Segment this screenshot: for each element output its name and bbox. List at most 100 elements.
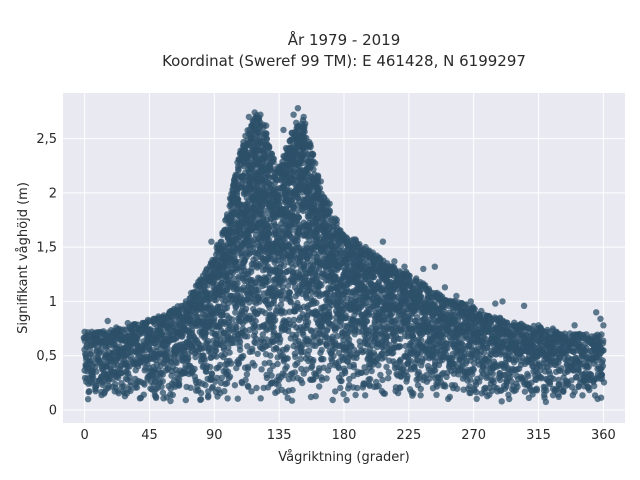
data-point — [312, 393, 319, 400]
data-point — [326, 208, 333, 215]
data-point — [84, 396, 92, 403]
data-point — [208, 370, 215, 377]
data-point — [385, 375, 392, 382]
data-point — [212, 347, 220, 354]
data-point — [120, 383, 128, 390]
data-point — [254, 350, 261, 357]
data-point — [217, 361, 224, 369]
data-point — [396, 343, 404, 350]
data-point — [284, 344, 291, 351]
data-point — [243, 371, 251, 378]
data-point — [201, 357, 208, 364]
data-point — [284, 355, 291, 362]
data-point — [228, 360, 235, 367]
data-point — [133, 384, 141, 391]
data-point — [205, 337, 212, 345]
data-point — [158, 383, 165, 390]
data-point — [307, 143, 314, 150]
data-point — [263, 135, 270, 142]
data-point — [288, 397, 296, 404]
data-point — [221, 388, 228, 395]
data-point — [257, 395, 264, 402]
data-point — [210, 317, 218, 324]
data-point — [294, 237, 301, 244]
data-point — [291, 369, 299, 376]
data-point — [368, 367, 375, 375]
data-point — [251, 362, 258, 369]
data-point — [366, 375, 374, 383]
data-point — [432, 367, 439, 374]
data-point — [433, 391, 440, 398]
data-point — [231, 382, 239, 389]
data-point — [396, 384, 404, 391]
data-point — [362, 392, 369, 399]
data-point — [86, 388, 93, 395]
data-point — [442, 383, 449, 390]
data-point — [192, 353, 199, 361]
data-point — [352, 391, 359, 399]
data-point — [212, 297, 220, 304]
data-point — [202, 381, 209, 389]
data-point — [289, 386, 296, 394]
data-point — [240, 352, 247, 360]
data-point — [92, 388, 99, 395]
data-point — [313, 299, 320, 306]
data-point — [202, 368, 210, 375]
data-point — [236, 346, 244, 353]
data-point — [191, 365, 198, 373]
data-point — [164, 345, 171, 352]
data-point — [385, 369, 392, 376]
data-point — [209, 383, 216, 391]
data-point — [233, 189, 241, 196]
data-points — [80, 105, 608, 406]
data-point — [277, 336, 284, 343]
chart-title-line-2: Koordinat (Sweref 99 TM): E 461428, N 61… — [162, 52, 526, 70]
data-point — [270, 159, 277, 166]
data-point — [338, 377, 345, 385]
data-point — [252, 317, 259, 325]
data-point — [204, 394, 212, 401]
data-point — [265, 143, 273, 150]
data-point — [159, 378, 166, 385]
data-point — [182, 396, 189, 404]
data-point — [226, 349, 233, 356]
data-point — [244, 333, 251, 340]
data-point — [330, 352, 337, 360]
data-point — [127, 387, 134, 394]
data-point — [299, 379, 306, 387]
data-point — [370, 273, 377, 281]
data-point — [152, 393, 160, 400]
data-point — [97, 346, 105, 353]
data-point — [242, 376, 249, 384]
data-point — [93, 382, 100, 389]
data-point — [112, 381, 119, 388]
data-point — [340, 390, 347, 398]
data-point — [168, 372, 175, 379]
data-point — [310, 356, 317, 364]
data-point — [93, 368, 100, 375]
data-point — [320, 356, 327, 363]
data-point — [301, 128, 308, 135]
data-point — [167, 397, 174, 405]
data-point — [335, 363, 342, 371]
data-point — [251, 328, 259, 336]
data-point — [274, 360, 281, 368]
data-point — [197, 396, 205, 403]
data-point — [410, 390, 417, 397]
data-point — [304, 318, 312, 326]
data-point — [207, 363, 214, 371]
data-point — [224, 395, 231, 402]
data-point — [267, 352, 274, 359]
data-point — [379, 376, 386, 384]
data-point — [270, 324, 277, 331]
data-point — [173, 359, 180, 367]
data-point — [169, 391, 176, 399]
data-point — [417, 293, 425, 300]
data-point — [325, 314, 333, 321]
data-point — [329, 396, 336, 404]
data-point — [343, 396, 350, 404]
data-point — [316, 184, 324, 192]
data-point — [446, 393, 453, 401]
chart-title-line-1: År 1979 - 2019 — [288, 30, 401, 49]
